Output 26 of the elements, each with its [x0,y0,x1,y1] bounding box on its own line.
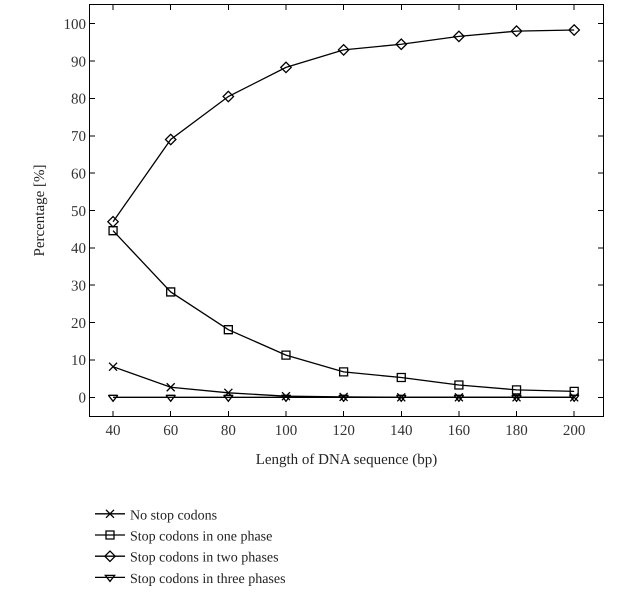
x-tick-label: 120 [332,423,355,439]
x-tick-label: 180 [505,423,528,439]
y-tick-label: 80 [71,92,86,108]
legend-label: No stop codons [130,508,218,524]
x-tick-label: 80 [220,423,236,439]
legend-label: Stop codons in two phases [130,550,279,566]
y-tick-label: 100 [64,16,86,33]
x-axis-title: Length of DNA sequence (bp) [256,452,438,468]
x-tick-label: 140 [390,423,413,439]
y-tick-label: 50 [71,204,86,220]
y-axis-title: Percentage [%] [32,164,48,257]
legend-label: Stop codons in three phases [130,572,286,587]
x-tick-label: 100 [274,423,298,439]
y-tick-label: 90 [71,54,86,70]
y-tick-label: 10 [71,353,86,370]
y-tick-label: 20 [71,316,86,332]
x-tick-label: 160 [448,423,470,439]
y-tick-label: 60 [71,166,86,182]
y-tick-label: 30 [71,278,86,294]
y-tick-label: 70 [71,129,86,146]
y-tick-label: 0 [78,390,86,407]
x-tick-label: 40 [106,423,121,439]
x-tick-label: 200 [562,423,586,439]
y-tick-label: 40 [71,241,86,258]
x-tick-label: 60 [163,423,178,439]
legend-label: Stop codons in one phase [130,529,272,544]
